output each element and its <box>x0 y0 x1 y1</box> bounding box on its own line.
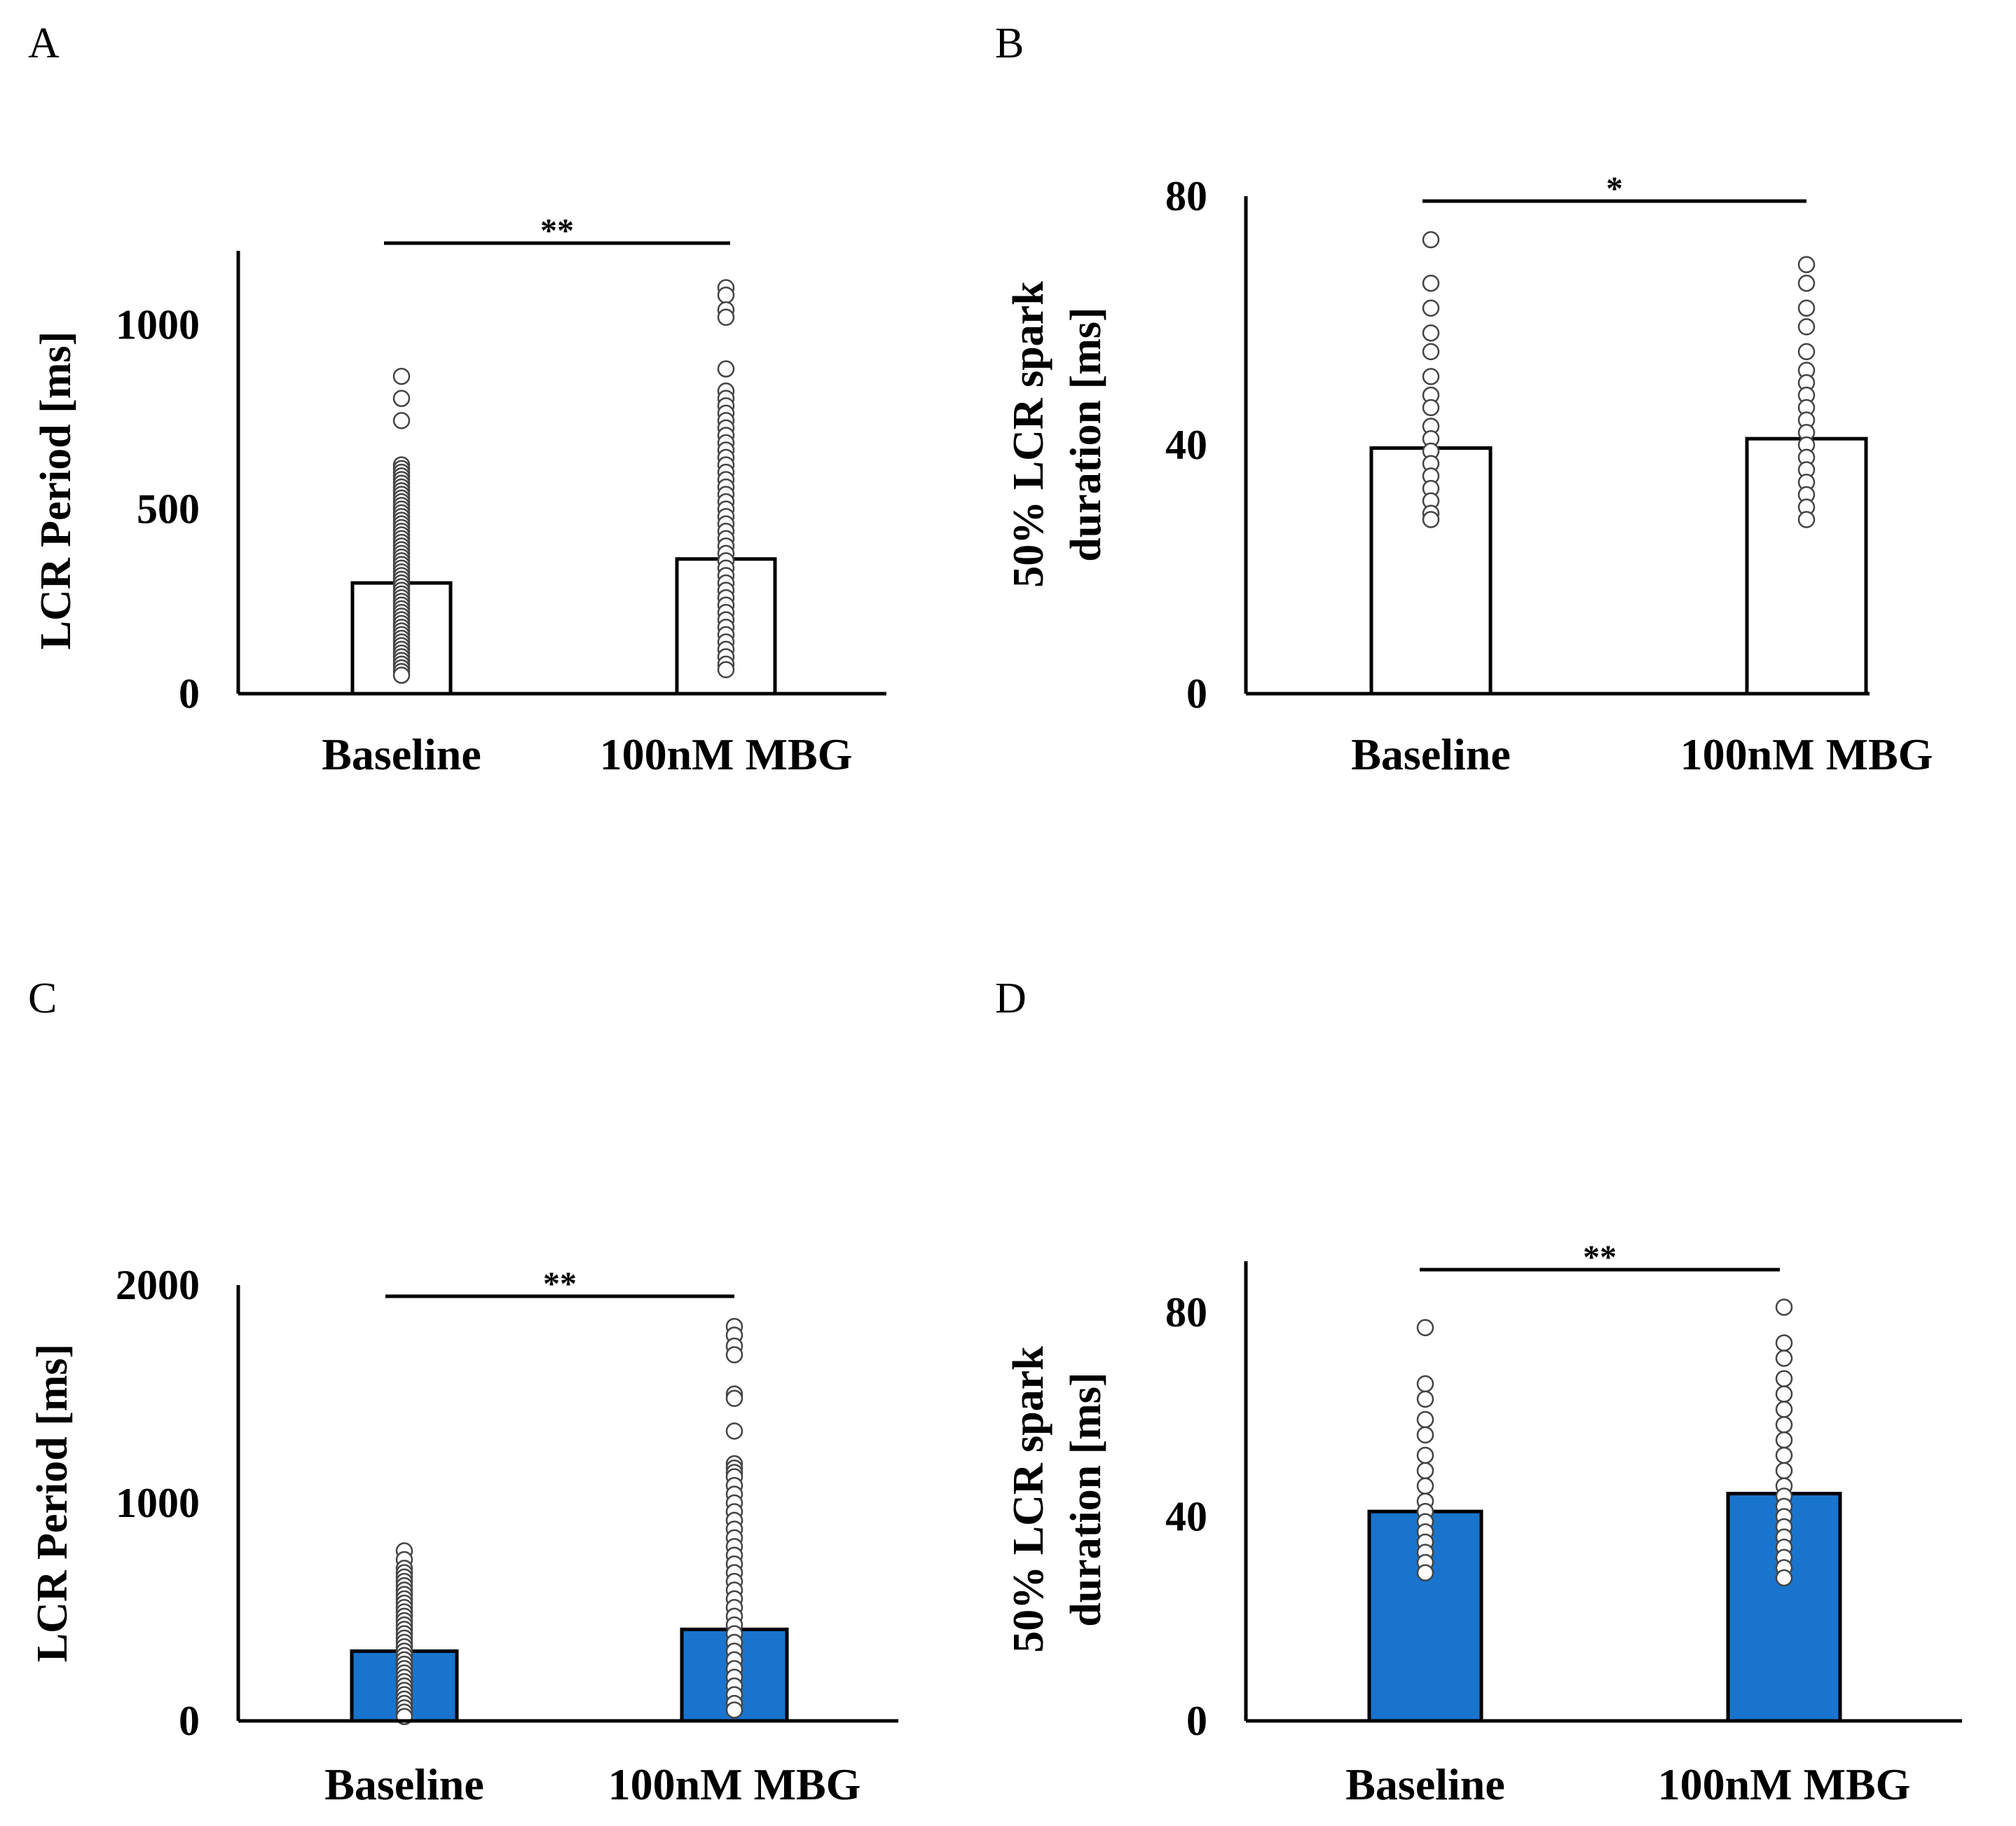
data-point <box>1775 1385 1793 1403</box>
y-tick-label: 1000 <box>116 1480 200 1526</box>
data-point <box>1422 343 1440 361</box>
data-point <box>1416 1462 1434 1480</box>
data-point <box>1422 299 1440 317</box>
data-point <box>1416 1375 1434 1393</box>
y-tick-label: 40 <box>1165 422 1207 468</box>
data-point <box>1797 343 1816 361</box>
y-axis-label: LCR Period [ms] <box>29 1344 76 1663</box>
chart-panel-b: 0 40 80 Baseline 100nM MBG * 50% LCR spark dura… <box>1005 170 1933 779</box>
y-tick-label: 1000 <box>116 301 200 348</box>
data-point <box>725 1346 743 1364</box>
data-point <box>392 666 411 684</box>
panel-label-b: B <box>995 20 1024 67</box>
data-point <box>1797 299 1816 317</box>
data-point <box>1797 256 1816 273</box>
x-category-label: 100nM MBG <box>1680 729 1933 779</box>
data-point <box>1416 1564 1434 1581</box>
data-point <box>1416 1319 1434 1337</box>
panel-label-c: C <box>28 975 57 1022</box>
data-point <box>1422 399 1440 416</box>
data-point <box>1775 1462 1793 1480</box>
y-tick-label: 80 <box>1165 1289 1207 1336</box>
data-point <box>725 1389 743 1407</box>
data-point <box>1775 1370 1793 1387</box>
x-category-label: Baseline <box>324 1759 484 1809</box>
data-point <box>1775 1446 1793 1464</box>
data-point <box>1775 1298 1793 1316</box>
y-tick-label: 80 <box>1165 173 1207 219</box>
y-axis-label-line: duration [ms] <box>1062 1372 1110 1626</box>
data-point <box>1775 1415 1793 1434</box>
data-point <box>1416 1390 1434 1408</box>
panel-label-d: D <box>995 975 1027 1022</box>
chart-panel-a: 0 500 1000 Baseline 100nM MBG ** LCR Period [m… <box>32 212 886 779</box>
y-tick-label: 40 <box>1165 1493 1207 1539</box>
y-tick-label: 500 <box>137 486 200 533</box>
y-tick-label: 2000 <box>116 1262 200 1308</box>
x-category-label: Baseline <box>322 729 481 779</box>
data-point <box>1416 1477 1434 1495</box>
x-category-label: 100nM MBG <box>600 729 853 779</box>
y-axis-label-line: 50% LCR spark <box>1005 1346 1052 1653</box>
significance-marker: * <box>1606 170 1623 207</box>
data-point <box>1775 1401 1793 1418</box>
data-point <box>1775 1350 1793 1367</box>
data-point <box>1775 1431 1793 1449</box>
data-point <box>1422 275 1440 292</box>
data-point <box>392 412 411 430</box>
data-point <box>1797 318 1816 336</box>
y-tick-label: 0 <box>179 671 200 717</box>
y-tick-label: 0 <box>1186 1698 1207 1744</box>
significance-marker: ** <box>1583 1239 1617 1276</box>
data-point <box>1775 1569 1793 1587</box>
y-axis-label: 50% LCR spark duration [ms] <box>1005 1346 1110 1653</box>
data-point <box>1422 368 1440 385</box>
y-axis-label: 50% LCR spark duration [ms] <box>1005 281 1110 588</box>
panel-label-a: A <box>28 20 60 67</box>
data-point <box>717 661 735 679</box>
data-point <box>1416 1426 1434 1444</box>
y-axis-label-line: LCR Period [ms] <box>29 1344 76 1663</box>
significance-marker: ** <box>540 212 574 249</box>
data-point <box>1416 1410 1434 1429</box>
data-point <box>1422 231 1440 249</box>
data-point <box>717 286 735 304</box>
data-point <box>1416 1446 1434 1464</box>
data-point <box>392 390 411 407</box>
chart-panel-c: 0 1000 2000 Baseline 100nM MBG ** LCR Period [… <box>29 1262 898 1809</box>
y-axis-label-line: 50% LCR spark <box>1005 281 1052 588</box>
x-category-label: 100nM MBG <box>608 1759 861 1809</box>
y-axis-label: LCR Period [ms] <box>32 331 80 650</box>
y-axis-label-line: duration [ms] <box>1062 307 1110 561</box>
x-category-label: Baseline <box>1351 729 1511 779</box>
significance-marker: ** <box>543 1265 577 1303</box>
data-point <box>1422 324 1440 342</box>
data-point <box>1797 511 1816 528</box>
chart-panel-d: 0 40 80 Baseline 100nM MBG ** 50% LCR spark dur… <box>1005 1239 1962 1809</box>
y-tick-label: 0 <box>179 1698 200 1744</box>
data-point <box>725 1701 743 1719</box>
y-axis-label-line: LCR Period [ms] <box>32 331 80 650</box>
y-tick-label: 0 <box>1186 671 1207 717</box>
x-category-label: 100nM MBG <box>1658 1759 1911 1809</box>
x-category-label: Baseline <box>1345 1759 1505 1809</box>
data-point <box>1422 511 1440 528</box>
data-point <box>1797 275 1816 292</box>
data-point <box>725 1422 743 1440</box>
data-point <box>717 360 735 378</box>
data-point <box>1775 1334 1793 1352</box>
data-point <box>717 308 735 327</box>
data-point <box>392 367 411 385</box>
